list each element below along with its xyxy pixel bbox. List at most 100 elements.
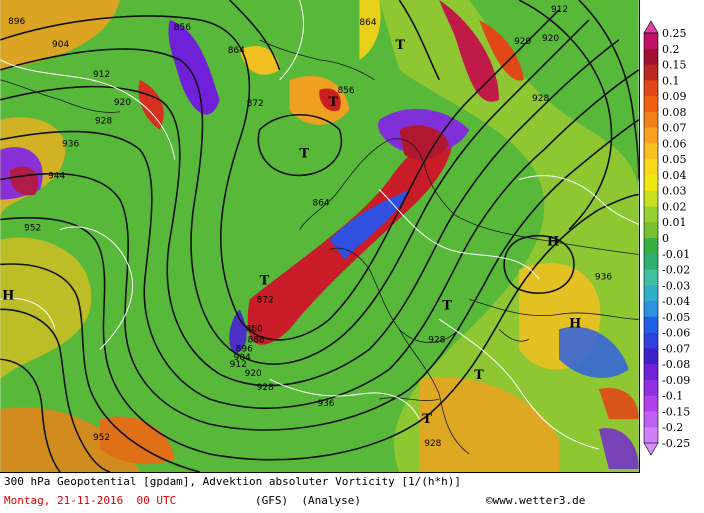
legend-swatch bbox=[644, 190, 658, 207]
legend-swatch bbox=[644, 269, 658, 286]
legend-label: 0.01 bbox=[662, 216, 687, 229]
contour-label: 904 bbox=[234, 353, 251, 363]
contour-label: 864 bbox=[313, 199, 330, 209]
pressure-centers: H H H T T T T T T T bbox=[2, 38, 581, 427]
legend-swatch bbox=[644, 64, 658, 81]
contour-label: 928 bbox=[532, 94, 549, 104]
source-credit: ©www.wetter3.de bbox=[486, 494, 586, 507]
valid-date: Montag, 21-11-2016 00 UTC bbox=[4, 494, 177, 507]
contour-label: 864 bbox=[359, 18, 376, 28]
legend-swatch bbox=[644, 301, 658, 318]
zero-vorticity-contours bbox=[0, 0, 639, 450]
legend-top-arrow bbox=[643, 20, 659, 34]
legend-swatch bbox=[644, 395, 658, 412]
legend-swatch bbox=[644, 96, 658, 113]
contour-label: 928 bbox=[428, 335, 445, 345]
legend-swatch bbox=[644, 48, 658, 66]
low-marker: T bbox=[300, 147, 310, 162]
legend-label: 0.05 bbox=[662, 153, 687, 166]
legend-swatch bbox=[644, 159, 658, 176]
contour-label: 856 bbox=[337, 86, 354, 96]
vorticity-advection-field bbox=[0, 0, 639, 472]
legend-swatch bbox=[644, 364, 658, 381]
contour-label: 856 bbox=[174, 23, 191, 33]
legend-swatch bbox=[644, 348, 658, 365]
contour-label: 888 bbox=[248, 335, 265, 345]
legend-label: 0 bbox=[662, 232, 669, 245]
low-marker: T bbox=[422, 412, 432, 427]
color-legend: 0.25 0.2 0.15 0.1 0.09 0.08 0.07 0.06 0.05 0.04 0.… bbox=[640, 0, 704, 513]
legend-swatch bbox=[644, 285, 658, 302]
legend-label: -0.1 bbox=[662, 390, 683, 403]
contour-label: 952 bbox=[93, 433, 110, 443]
legend-swatch bbox=[644, 253, 658, 271]
contour-label: 920 bbox=[114, 98, 131, 108]
legend-label: -0.03 bbox=[662, 279, 690, 292]
contour-label: 936 bbox=[62, 140, 79, 150]
legend-label: 0.15 bbox=[662, 59, 687, 72]
legend-label: -0.25 bbox=[662, 437, 690, 450]
legend-label: -0.07 bbox=[662, 342, 690, 355]
contour-labels: 896 904 856 864 864 912 920 912 920 928 … bbox=[8, 5, 612, 449]
contour-label: 936 bbox=[318, 399, 335, 409]
contour-label: 944 bbox=[48, 172, 65, 182]
coastlines bbox=[0, 39, 639, 455]
low-marker: T bbox=[474, 368, 484, 383]
contour-label: 920 bbox=[245, 369, 262, 379]
legend-swatch bbox=[644, 238, 658, 255]
weather-map: 896 904 856 864 864 912 920 912 920 928 … bbox=[0, 0, 640, 473]
legend-bars bbox=[643, 20, 659, 456]
legend-label: 0.02 bbox=[662, 200, 687, 213]
legend-label: -0.06 bbox=[662, 327, 690, 340]
legend-label: 0.03 bbox=[662, 185, 687, 198]
legend-label: 0.06 bbox=[662, 137, 687, 150]
legend-label: -0.05 bbox=[662, 311, 690, 324]
legend-swatch bbox=[644, 411, 658, 428]
high-marker: H bbox=[547, 234, 559, 249]
contour-label: 912 bbox=[551, 5, 568, 15]
legend-swatch bbox=[644, 174, 658, 192]
low-marker: T bbox=[442, 298, 452, 313]
contour-label: 872 bbox=[247, 99, 264, 109]
contour-label: 920 bbox=[514, 37, 531, 47]
legend-swatch bbox=[644, 316, 658, 334]
low-marker: T bbox=[395, 38, 405, 53]
contour-label: 896 bbox=[236, 344, 253, 354]
legend-label: -0.04 bbox=[662, 295, 690, 308]
legend-swatch bbox=[644, 332, 658, 349]
legend-label: -0.01 bbox=[662, 248, 690, 261]
legend-label: -0.15 bbox=[662, 405, 690, 418]
low-marker: T bbox=[328, 95, 338, 110]
map-caption: 300 hPa Geopotential [gpdam], Advektion … bbox=[0, 473, 640, 513]
low-marker: T bbox=[260, 273, 270, 288]
contour-label: 912 bbox=[93, 70, 110, 80]
contour-label: 912 bbox=[230, 360, 247, 370]
geopotential-isohypses bbox=[0, 0, 639, 472]
legend-bottom-arrow bbox=[643, 442, 659, 456]
legend-labels: 0.25 0.2 0.15 0.1 0.09 0.08 0.07 0.06 0.05 0.04 0.… bbox=[662, 27, 690, 450]
legend-frame bbox=[643, 32, 659, 444]
legend-label: -0.08 bbox=[662, 358, 690, 371]
contour-label: 896 bbox=[8, 17, 25, 27]
legend-swatch bbox=[644, 33, 658, 50]
contour-label: 864 bbox=[228, 46, 245, 56]
model-info: (GFS) (Analyse) bbox=[255, 494, 361, 507]
legend-swatch bbox=[644, 222, 658, 239]
legend-label: 0.07 bbox=[662, 122, 687, 135]
contour-label: 928 bbox=[424, 439, 441, 449]
legend-label: 0.1 bbox=[662, 74, 680, 87]
contour-label: 928 bbox=[95, 117, 112, 127]
map-title: 300 hPa Geopotential [gpdam], Advektion … bbox=[4, 475, 461, 488]
contour-label: 880 bbox=[246, 324, 263, 334]
legend-label: 0.08 bbox=[662, 106, 687, 119]
high-marker: H bbox=[2, 288, 14, 303]
contour-label: 920 bbox=[542, 34, 559, 44]
legend-swatch bbox=[644, 111, 658, 129]
legend-label: 0.25 bbox=[662, 27, 687, 40]
legend-label: 0.2 bbox=[662, 43, 680, 56]
legend-label: 0.04 bbox=[662, 169, 687, 182]
contour-label: 952 bbox=[24, 224, 41, 234]
contour-label: 936 bbox=[595, 272, 612, 282]
contour-label: 904 bbox=[52, 40, 69, 50]
contour-label: 872 bbox=[257, 295, 274, 305]
